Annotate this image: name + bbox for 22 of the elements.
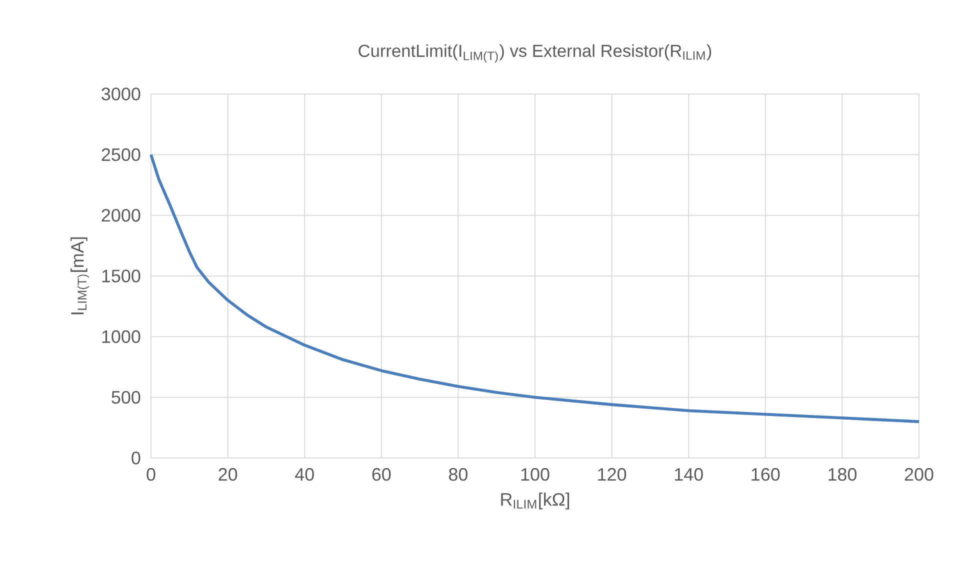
x-tick-label: 180 xyxy=(828,468,857,481)
x-tick-label: 20 xyxy=(218,468,238,481)
y-tick-label: 1500 xyxy=(102,270,140,282)
y-tick-label: 2500 xyxy=(102,148,140,162)
x-tick-label: 120 xyxy=(598,468,626,481)
y-tick-label: 2000 xyxy=(102,208,140,222)
y-tick-label: 1000 xyxy=(102,330,140,344)
chart-title: CurrentLimit(I$_{LIM(T)}$) vs External Resistor(R$_{ILIM}$) xyxy=(358,44,712,63)
y-tick-label: 0 xyxy=(132,452,140,464)
x-tick-label: 60 xyxy=(372,468,391,481)
x-tick-label: 0 xyxy=(146,468,156,481)
x-axis-title: R$_{ILIM}$[kΩ] xyxy=(501,492,570,510)
y-tick-label: 3000 xyxy=(102,88,140,100)
y-axis-title: I$_{LIM(T)}$[mA] xyxy=(70,237,90,314)
x-tick-label: 160 xyxy=(752,468,780,481)
x-tick-label: 140 xyxy=(674,468,703,481)
line-series xyxy=(150,153,920,424)
x-tick-label: 80 xyxy=(448,468,468,481)
x-tick-label: 40 xyxy=(295,468,314,481)
x-tick-label: 100 xyxy=(521,468,550,481)
y-tick-label: 500 xyxy=(112,390,140,404)
x-tick-label: 200 xyxy=(904,468,934,481)
